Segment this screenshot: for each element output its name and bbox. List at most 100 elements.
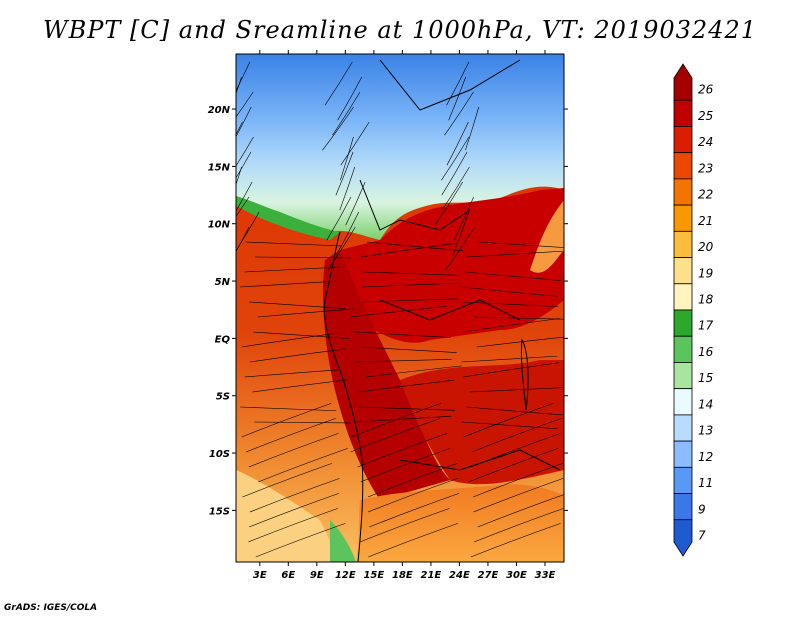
colorbar-label: 15 [698,371,713,385]
colorbar-swatch [673,519,693,557]
streamline [445,226,476,271]
coastal-hot-band [323,250,450,500]
border-north [379,59,521,111]
streamline [478,241,564,248]
streamline [236,106,252,138]
north-cool-region [236,54,564,240]
streamline [474,316,564,320]
lat-tick-label: 5S [216,392,230,403]
streamline [326,196,352,241]
streamline [441,166,470,211]
lon-tick-label: 24E [449,570,470,581]
streamline [350,418,441,453]
lon-tick-label: 3E [253,570,267,581]
colorbar-swatch [673,63,693,101]
coastlines-borders [323,59,561,562]
streamline [355,359,452,363]
streamline [255,523,346,558]
lat-tick-label: 20N [208,105,231,116]
lon-tick-label: 12E [335,570,356,581]
longitude-axis: 3E 6E 9E 12E 15E 18E 21E 24E 27E 30E 33E [253,50,556,581]
lon-tick-label: 18E [392,570,413,581]
streamline [236,226,250,253]
streamline [245,241,342,247]
streamline [368,523,458,558]
streamline [249,348,346,363]
colorbar-swatch [673,230,693,258]
southwest-cool-patch [236,470,340,562]
streamline [473,508,564,543]
streamline [461,421,558,430]
colorbar-swatch [673,283,693,311]
streamline [354,331,451,338]
streamline [444,91,474,136]
wbpt-field [236,54,564,562]
streamline [365,365,462,378]
streamline [322,106,354,151]
latitude-axis: 20N 15N 10N 5N EQ 5S 10S 15S [208,105,568,517]
streamline [236,136,254,167]
streamlines [236,61,564,558]
lat-tick-label: 5N [215,277,231,288]
streamline [360,346,457,353]
chart-title: WBPT [C] and Sreamline at 1000hPa, VT: 2… [42,16,758,44]
streamline [466,406,563,416]
streamline [236,211,260,252]
streamline [236,196,250,217]
streamline [236,91,254,118]
lat-tick-label: 15S [209,506,230,517]
colorbar-label: 13 [698,424,713,438]
border-south [399,449,561,471]
lon-tick-label: 33E [535,570,556,581]
streamline [336,211,360,256]
streamline [463,403,554,438]
lat-tick-label: 10N [208,220,231,231]
lon-tick-label: 9E [310,570,324,581]
streamline [241,403,332,438]
colorbar-label: 19 [698,266,713,280]
lat-tick-label: EQ [215,334,231,345]
streamline [357,433,448,468]
colorbar-label: 25 [698,109,713,123]
lat-tick-label: 10S [209,449,230,460]
streamline [441,136,470,181]
streamline [345,181,366,226]
streamline [253,331,350,339]
colorbar-swatch [673,335,693,363]
plot-frame [235,53,565,563]
streamline [340,121,370,166]
streamline [244,369,341,378]
streamline [350,306,447,318]
colorbar-swatch [673,493,693,521]
streamline [236,166,242,186]
colorbar: 26 25 24 23 22 21 20 19 18 17 16 15 14 13 12 11 9 7 [673,63,714,557]
streamline [360,448,451,483]
border-lake-chad [359,179,471,231]
streamline [468,448,559,483]
streamline [337,76,363,121]
streamline [236,76,242,95]
green-band [236,196,340,240]
streamline [241,332,338,348]
streamline [254,256,351,259]
east-warm-patch [530,200,564,273]
streamline [359,508,450,543]
streamline [446,121,469,166]
streamline [248,433,339,468]
streamline [462,301,559,307]
streamline [332,91,361,136]
streamline [465,271,562,281]
streamline [473,478,564,513]
colorbar-label: 23 [698,161,713,175]
streamline [461,286,558,297]
streamline [254,421,351,424]
lat-tick-label: 15N [208,162,231,173]
streamline [249,478,340,513]
south-green-patch [330,520,356,562]
colorbar-label: 18 [698,293,714,307]
colorbar-swatch [673,152,693,180]
streamline [448,76,466,121]
colorbar-label: 24 [698,135,713,149]
streamline [355,415,452,423]
